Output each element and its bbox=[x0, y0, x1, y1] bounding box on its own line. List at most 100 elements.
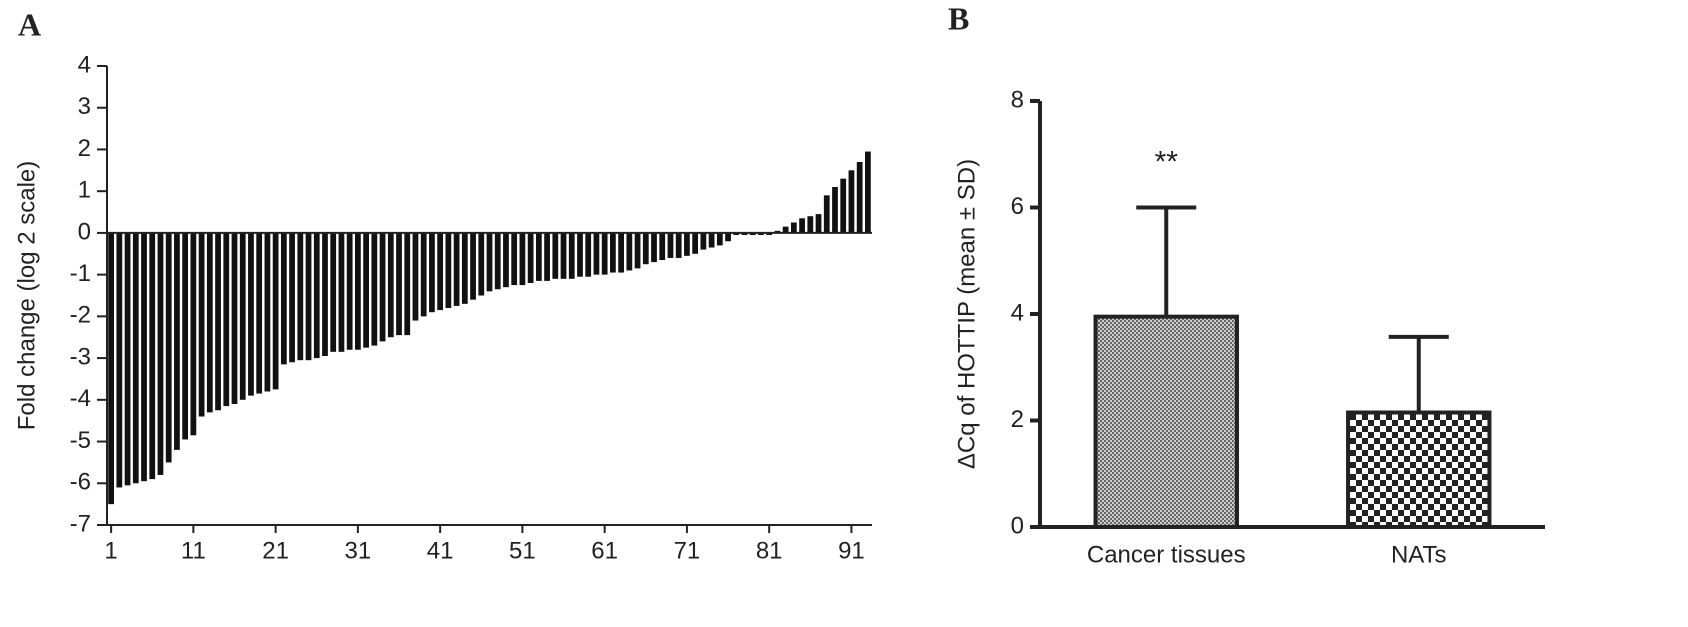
x-tick-label: 21 bbox=[262, 537, 289, 564]
bar bbox=[141, 232, 147, 482]
bar bbox=[313, 232, 320, 359]
bar bbox=[749, 232, 756, 235]
bar bbox=[626, 232, 633, 271]
x-tick-label: 1 bbox=[104, 537, 117, 564]
bar bbox=[1346, 410, 1492, 530]
x-tick-label: NATs bbox=[1391, 541, 1447, 568]
bar bbox=[535, 232, 542, 281]
x-tick-label: 91 bbox=[838, 537, 865, 564]
bar bbox=[708, 232, 715, 248]
bar bbox=[420, 232, 427, 317]
bar bbox=[832, 187, 838, 233]
bar bbox=[363, 232, 369, 348]
bar bbox=[552, 232, 559, 279]
x-tick-label: 11 bbox=[181, 537, 206, 564]
bar bbox=[593, 232, 600, 275]
y-tick-label: 0 bbox=[78, 218, 91, 245]
bar bbox=[264, 232, 271, 392]
bar bbox=[494, 232, 501, 290]
panel-label: A bbox=[18, 6, 41, 42]
bar bbox=[174, 232, 180, 450]
y-tick-label: -5 bbox=[70, 427, 91, 454]
bar bbox=[725, 232, 731, 242]
y-tick-label: -6 bbox=[70, 469, 91, 496]
bar bbox=[231, 232, 238, 404]
bar bbox=[610, 232, 616, 273]
bar bbox=[116, 232, 123, 488]
y-axis-label: ΔCq of HOTTIP (mean ± SD) bbox=[953, 159, 980, 469]
x-tick-label: 61 bbox=[591, 537, 618, 564]
bar bbox=[782, 226, 789, 233]
bar bbox=[601, 232, 608, 275]
y-tick-label: -3 bbox=[70, 343, 91, 370]
bar bbox=[692, 232, 699, 254]
bar bbox=[132, 232, 139, 484]
bar bbox=[149, 232, 156, 480]
bar bbox=[330, 232, 337, 352]
bar bbox=[478, 232, 485, 296]
bar bbox=[659, 232, 666, 261]
bar bbox=[585, 232, 592, 277]
bar bbox=[355, 232, 361, 350]
x-tick-label: 41 bbox=[427, 537, 454, 564]
bar bbox=[371, 232, 378, 346]
y-tick-label: 3 bbox=[78, 93, 91, 120]
bar bbox=[642, 232, 649, 265]
bar bbox=[684, 232, 690, 256]
bar bbox=[461, 232, 468, 304]
bar bbox=[412, 232, 419, 321]
bar bbox=[470, 232, 476, 300]
bar bbox=[758, 232, 764, 235]
y-tick-label: -1 bbox=[70, 260, 91, 287]
bar bbox=[346, 232, 353, 350]
panel-label: B bbox=[948, 0, 969, 36]
bar bbox=[544, 232, 550, 281]
bar bbox=[790, 222, 797, 233]
x-tick-label: 31 bbox=[345, 537, 372, 564]
bar bbox=[280, 232, 287, 365]
bar bbox=[453, 232, 460, 306]
y-tick-label: 2 bbox=[78, 135, 91, 162]
bar bbox=[108, 232, 114, 505]
x-tick-label: 51 bbox=[509, 537, 536, 564]
bar bbox=[856, 161, 863, 233]
bar bbox=[338, 232, 345, 352]
y-tick-label: 4 bbox=[1011, 299, 1024, 326]
bar bbox=[667, 232, 674, 258]
bar bbox=[618, 232, 624, 273]
bar bbox=[445, 232, 452, 309]
y-tick-label: -2 bbox=[70, 302, 91, 329]
bar bbox=[182, 232, 189, 440]
y-tick-label: 0 bbox=[1011, 512, 1024, 539]
bar bbox=[248, 232, 254, 396]
bar bbox=[429, 232, 435, 313]
bar bbox=[305, 232, 312, 361]
y-tick-label: 6 bbox=[1011, 193, 1024, 220]
bar bbox=[157, 232, 164, 475]
bar bbox=[239, 232, 246, 400]
bar bbox=[675, 232, 682, 258]
bar bbox=[527, 232, 534, 283]
bar bbox=[733, 232, 740, 235]
bar bbox=[651, 232, 657, 263]
bar bbox=[823, 195, 830, 233]
bar bbox=[198, 232, 205, 417]
bar bbox=[437, 232, 444, 311]
bar bbox=[568, 232, 575, 279]
bar bbox=[379, 232, 386, 342]
y-tick-label: -4 bbox=[70, 385, 91, 412]
bar bbox=[297, 232, 304, 361]
bar bbox=[486, 232, 493, 292]
bar bbox=[741, 232, 748, 235]
bar bbox=[322, 232, 328, 357]
bar bbox=[807, 216, 814, 233]
x-tick-label: Cancer tissues bbox=[1087, 541, 1246, 568]
bar bbox=[700, 232, 707, 250]
bar bbox=[766, 232, 773, 235]
y-tick-label: 1 bbox=[78, 177, 91, 204]
bar bbox=[815, 214, 822, 233]
y-tick-label: 4 bbox=[78, 51, 91, 78]
bar bbox=[223, 232, 230, 407]
bar bbox=[1093, 314, 1239, 529]
